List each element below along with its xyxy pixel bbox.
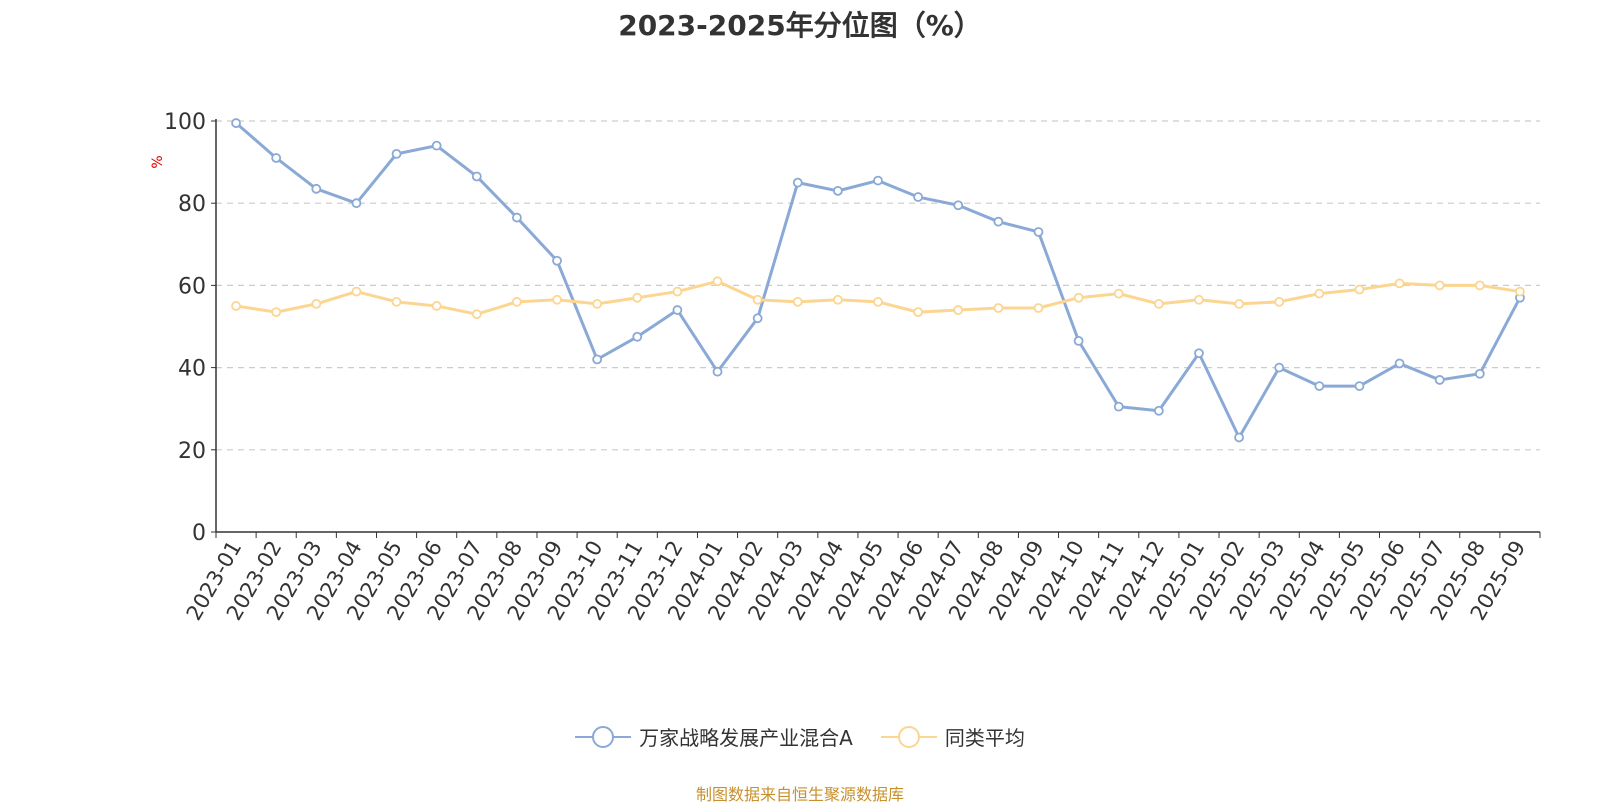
series-lines [231,118,1525,443]
series-2-point [1474,280,1485,291]
series-1-point [1314,381,1325,391]
series-1-point [1153,405,1164,416]
series-1-point [672,305,683,315]
series-1-point [552,255,562,266]
legend-label-series-2: 同类平均 [944,726,1025,750]
series-2-point [1434,280,1445,291]
series-2-point [1515,286,1525,297]
series-2-point [592,298,603,309]
y-tick-label: 20 [178,439,206,464]
legend: 万家战略发展产业混合A 同类平均 [0,722,1600,751]
series-2-point [1314,288,1325,299]
series-1-point [1033,227,1044,237]
series-1-point [1113,401,1124,412]
series-1-point [271,153,282,163]
series-1-point [1194,348,1204,359]
series-2-point [792,296,803,307]
series-1-point [1274,362,1285,373]
series-2-point [471,309,482,320]
y-tick-label: 60 [178,274,206,299]
series-2-point [1354,284,1365,295]
series-2-point [512,296,522,307]
series-1-point [391,148,402,159]
legend-line-circle-icon [575,725,632,748]
series-2-point [1073,292,1084,303]
series-2-point [1033,303,1044,313]
chart-title: 2023-2025年分位图（%） [618,9,982,42]
series-2-point [431,301,442,311]
series-2-point [351,286,362,297]
series-2-point [231,301,241,311]
y-tick-label: 80 [178,192,206,217]
series-1-point [712,366,723,377]
series-1-point [1073,335,1084,346]
series-2-point [1153,298,1164,309]
series-1-point [351,198,362,209]
series-2-point [552,294,562,305]
series-2-point [271,307,282,318]
series-1-point [231,118,241,128]
series-2-point [1194,294,1204,305]
series-1-point [1434,375,1445,385]
series-1-point [873,175,883,186]
y-tick-label: 0 [192,521,206,546]
series-2-point [953,305,964,315]
series-line-1 [235,121,1522,439]
series-2-point [391,296,402,307]
axes [211,119,1541,538]
series-2-point [1234,298,1244,309]
series-2-point [873,296,883,307]
legend-item-series-2[interactable]: 同类平均 [880,722,1025,751]
series-2-point [752,294,763,305]
legend-item-series-1[interactable]: 万家战略发展产业混合A [575,722,853,751]
series-1-point [431,140,442,151]
legend-label-series-1: 万家战略发展产业混合A [639,726,853,750]
series-1-point [1234,432,1244,443]
series-2-point [672,286,683,297]
series-1-point [832,185,843,196]
series-2-point [632,292,643,303]
grid-lines [216,120,1540,451]
series-1-point [1394,358,1405,369]
series-1-point [953,200,964,211]
series-2-point [993,303,1004,313]
series-2-point [1113,288,1124,299]
series-2-point [832,294,843,305]
series-1-point [993,216,1004,227]
series-1-point [752,313,763,324]
y-tick-label: 100 [164,110,206,135]
series-2-point [913,307,924,318]
series-1-point [512,212,522,223]
series-1-point [1354,381,1365,391]
series-1-point [632,331,643,342]
legend-line-circle-icon [880,725,937,748]
series-1-point [592,354,603,365]
series-2-point [311,298,322,309]
series-2-point [1274,296,1285,307]
series-2-point [1394,278,1405,289]
series-1-point [471,171,482,182]
series-1-point [311,183,322,194]
series-1-point [913,192,924,202]
series-1-point [792,177,803,188]
series-2-point [712,276,723,287]
y-tick-label: 40 [178,357,206,382]
data-source-note: 制图数据来自恒生聚源数据库 [695,785,904,804]
y-axis-label: % [150,155,166,168]
series-1-point [1474,368,1485,379]
